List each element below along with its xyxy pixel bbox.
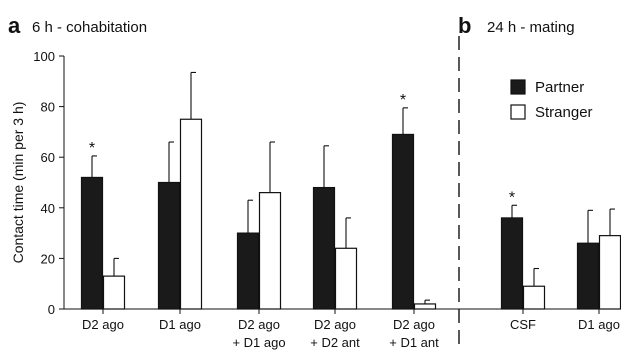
stranger-bar bbox=[598, 235, 621, 310]
x-category-label: D2 ago bbox=[82, 317, 124, 332]
stranger-bar bbox=[179, 118, 203, 310]
x-category-label: D2 ago bbox=[238, 317, 280, 332]
y-axis-title: Contact time (min per 3 h) bbox=[10, 102, 26, 264]
x-category-label: D2 ago bbox=[393, 317, 435, 332]
legend-label-stranger: Stranger bbox=[535, 104, 593, 121]
legend-swatch-stranger bbox=[510, 104, 526, 120]
partner-bar bbox=[312, 186, 336, 310]
legend-label-partner: Partner bbox=[535, 79, 584, 96]
stranger-bar bbox=[522, 285, 546, 310]
x-category-label: D2 ago bbox=[314, 317, 356, 332]
x-category-label: D1 ago bbox=[578, 317, 620, 332]
x-category-label: + D1 ant bbox=[389, 335, 439, 350]
stranger-bar bbox=[334, 247, 358, 310]
partner-bar bbox=[80, 176, 104, 310]
panel-title: 24 h - mating bbox=[487, 19, 575, 36]
significance-marker: * bbox=[509, 189, 515, 206]
partner-bar bbox=[157, 181, 181, 310]
x-category-label: + D2 ant bbox=[310, 335, 360, 350]
stranger-bar bbox=[258, 192, 282, 310]
significance-marker: * bbox=[400, 92, 406, 109]
legend-swatch-partner bbox=[510, 79, 526, 95]
panel-title: 6 h - cohabitation bbox=[32, 19, 147, 36]
y-tick-label: 80 bbox=[41, 100, 55, 115]
y-tick-label: 40 bbox=[41, 201, 55, 216]
x-category-label: D1 ago bbox=[159, 317, 201, 332]
y-tick-label: 60 bbox=[41, 150, 55, 165]
significance-marker: * bbox=[89, 140, 95, 157]
stranger-bar bbox=[102, 275, 126, 310]
y-tick-label: 20 bbox=[41, 251, 55, 266]
partner-bar bbox=[236, 232, 260, 310]
x-category-label: + D1 ago bbox=[232, 335, 285, 350]
y-tick-label: 0 bbox=[48, 302, 55, 317]
partner-bar bbox=[576, 242, 600, 310]
panel-letter: b bbox=[458, 13, 471, 38]
partner-bar bbox=[391, 133, 415, 310]
partner-bar bbox=[500, 217, 524, 310]
y-tick-label: 100 bbox=[33, 49, 55, 64]
x-category-label: CSF bbox=[510, 317, 536, 332]
stranger-bar bbox=[413, 303, 437, 310]
panel-letter: a bbox=[8, 13, 21, 38]
